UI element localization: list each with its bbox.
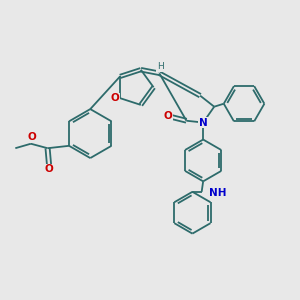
- Text: O: O: [110, 93, 119, 103]
- Text: NH: NH: [209, 188, 226, 198]
- Text: O: O: [163, 111, 172, 121]
- Text: O: O: [45, 164, 53, 174]
- Text: N: N: [199, 118, 208, 128]
- Text: H: H: [157, 62, 164, 71]
- Text: O: O: [27, 132, 36, 142]
